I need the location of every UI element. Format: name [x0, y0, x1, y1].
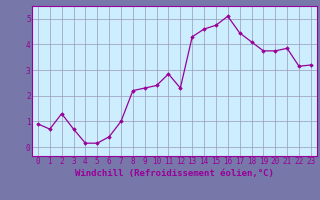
- X-axis label: Windchill (Refroidissement éolien,°C): Windchill (Refroidissement éolien,°C): [75, 169, 274, 178]
